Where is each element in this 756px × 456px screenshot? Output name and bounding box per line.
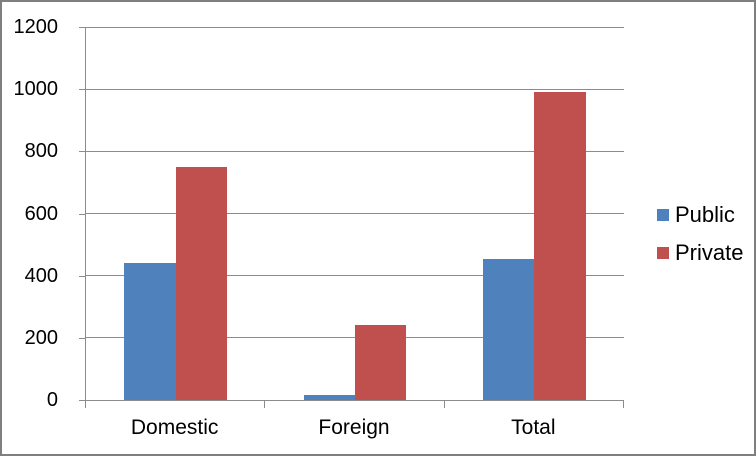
y-axis-label-600: 600	[24, 202, 58, 225]
bar-domestic-private	[175, 166, 227, 400]
legend: Public Private	[657, 202, 744, 279]
gridline-600	[86, 213, 624, 214]
x-axis-label-foreign: Foreign	[318, 416, 390, 439]
y-axis-label-1000: 1000	[13, 78, 59, 101]
y-axis-label-400: 400	[24, 264, 58, 287]
bar-domestic-public	[124, 263, 176, 400]
legend-item-public: Public	[657, 202, 743, 227]
gridline-400	[86, 275, 624, 277]
y-axis-tick-600	[79, 213, 85, 215]
y-axis-tick-0	[79, 400, 85, 401]
y-axis-label-800: 800	[24, 140, 58, 163]
x-axis-tick-0	[85, 401, 86, 408]
legend-item-private: Private	[657, 240, 744, 265]
y-axis-tick-200	[79, 337, 85, 339]
x-axis-tick-3	[623, 401, 624, 408]
y-axis-label-1200: 1200	[13, 16, 59, 38]
gridline-800	[86, 150, 624, 152]
bar-foreign-private	[355, 325, 407, 400]
x-axis-tick-1	[264, 401, 265, 408]
legend-label-public: Public	[675, 202, 735, 227]
gridline-1000	[86, 88, 624, 90]
plot-area	[85, 26, 624, 401]
y-axis-tick-1200	[79, 27, 85, 28]
legend-swatch-public-icon	[657, 209, 669, 221]
y-axis-tick-400	[79, 275, 85, 277]
x-axis-tick-2	[444, 401, 445, 408]
bar-total-private	[534, 92, 586, 400]
y-axis-label-200: 200	[24, 326, 58, 349]
gridline-1200	[86, 26, 624, 28]
legend-swatch-private-icon	[657, 247, 669, 259]
legend-label-private: Private	[675, 240, 744, 265]
x-axis-label-total: Total	[511, 416, 556, 439]
bar-total-public	[483, 258, 535, 400]
bar-foreign-public	[303, 395, 355, 400]
y-axis-tick-1000	[79, 89, 85, 91]
x-axis-label-domestic: Domestic	[130, 416, 219, 439]
y-axis-label-0: 0	[46, 389, 58, 411]
y-axis-tick-800	[79, 151, 85, 153]
